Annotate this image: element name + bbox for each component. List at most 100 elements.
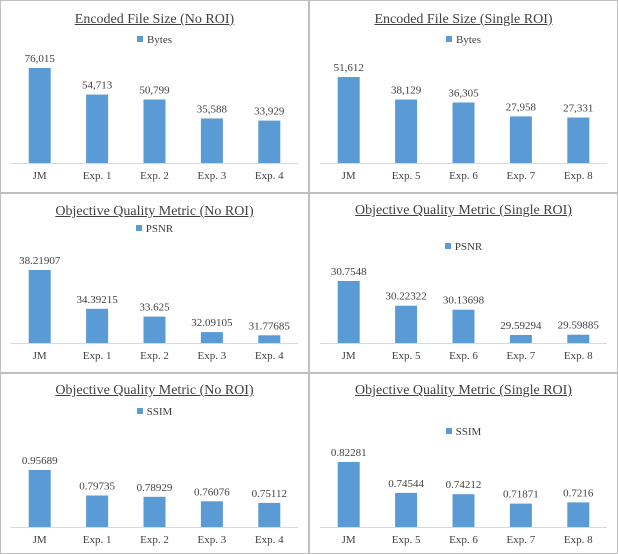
- chart-svg: 0.82281 JM 0.74544 Exp. 5 0.74212 Exp. 6 0.718…: [320, 447, 607, 546]
- data-label: 35,588: [197, 104, 228, 116]
- data-label: 0.82281: [331, 447, 367, 459]
- x-tick-label: Exp. 8: [564, 170, 593, 182]
- x-tick-label: Exp. 6: [449, 534, 478, 546]
- data-label: 31.77685: [249, 320, 291, 332]
- x-tick-label: Exp. 1: [83, 534, 112, 546]
- bar-exp-8: [567, 334, 590, 343]
- bar-exp-5: [395, 305, 418, 343]
- data-label: 50,799: [139, 85, 170, 97]
- legend: SSIM: [1, 406, 308, 418]
- x-tick-label: JM: [33, 170, 47, 182]
- data-label: 0.78929: [137, 482, 173, 494]
- bar-exp-1: [86, 94, 109, 163]
- bar-exp-1: [86, 495, 109, 527]
- bar-exp-7: [509, 335, 532, 343]
- x-tick-label: Exp. 5: [392, 534, 421, 546]
- data-label: 34.39215: [76, 294, 118, 306]
- data-label: 38,129: [391, 85, 422, 97]
- chart-panel-file-size-no-roi: Encoded File Size (No ROI) Bytes 76,015 J…: [0, 0, 309, 193]
- data-label: 0.79735: [79, 481, 115, 493]
- x-tick-label: Exp. 2: [140, 350, 169, 362]
- legend: PSNR: [310, 241, 617, 253]
- legend-swatch: [136, 408, 143, 414]
- x-tick-label: Exp. 4: [255, 170, 284, 182]
- bar-exp-5: [395, 99, 418, 163]
- x-tick-label: Exp. 6: [449, 170, 478, 182]
- chart-title: Objective Quality Metric (No ROI): [55, 204, 254, 219]
- chart-panel-psnr-single-roi: Objective Quality Metric (Single ROI) PS…: [309, 193, 618, 373]
- chart-panel-psnr-no-roi: Objective Quality Metric (No ROI) PSNR 3…: [0, 193, 309, 373]
- chart-title: Encoded File Size (No ROI): [74, 12, 235, 27]
- bar-exp-3: [200, 118, 223, 163]
- data-label: 30.7548: [331, 266, 367, 278]
- chart-svg: 38.21907 JM 34.39215 Exp. 1 33.625 Exp. 2 32.0…: [11, 255, 298, 362]
- bar-exp-8: [567, 502, 590, 527]
- data-label: 27,958: [506, 101, 537, 113]
- legend-label: SSIM: [455, 426, 482, 438]
- legend-label: PSNR: [454, 241, 483, 253]
- data-label: 76,015: [25, 53, 56, 65]
- bar-jm: [337, 462, 360, 527]
- data-label: 0.7216: [563, 487, 594, 499]
- x-tick-label: JM: [342, 350, 356, 362]
- x-tick-label: Exp. 8: [564, 350, 593, 362]
- chart-panel-ssim-single-roi: Objective Quality Metric (Single ROI) SS…: [309, 373, 618, 554]
- chart-title: Objective Quality Metric (Single ROI): [355, 203, 572, 218]
- bar-jm: [337, 281, 360, 343]
- chart-panel-ssim-no-roi: Objective Quality Metric (No ROI) SSIM 0…: [0, 373, 309, 554]
- chart-svg: 0.95689 JM 0.79735 Exp. 1 0.78929 Exp. 2 0.760…: [11, 455, 298, 546]
- legend-label: PSNR: [145, 223, 174, 235]
- bar-exp-2: [143, 496, 166, 527]
- chart-title: Objective Quality Metric (Single ROI): [355, 383, 572, 398]
- legend: Bytes: [310, 34, 617, 46]
- data-label: 51,612: [334, 62, 364, 74]
- bar-exp-3: [200, 332, 223, 343]
- chart-svg: 30.7548 JM 30.22322 Exp. 5 30.13698 Exp. 6 29.…: [320, 266, 607, 362]
- x-tick-label: Exp. 7: [507, 170, 536, 182]
- bar-exp-2: [143, 99, 166, 163]
- data-label: 29.59294: [500, 320, 542, 332]
- chart-panel-file-size-single-roi: Encoded File Size (Single ROI) Bytes 51,…: [309, 0, 618, 193]
- chart-title: Encoded File Size (Single ROI): [374, 12, 553, 27]
- data-label: 30.22322: [385, 291, 426, 303]
- x-tick-label: Exp. 2: [140, 534, 169, 546]
- data-label: 32.09105: [191, 317, 233, 329]
- bar-jm: [28, 470, 51, 527]
- x-tick-label: Exp. 5: [392, 170, 421, 182]
- bar-exp-6: [452, 494, 475, 527]
- data-label: 0.75112: [252, 488, 287, 500]
- x-tick-label: JM: [33, 534, 47, 546]
- x-tick-label: Exp. 3: [198, 350, 227, 362]
- bar-exp-8: [567, 117, 590, 163]
- legend: Bytes: [1, 34, 308, 46]
- legend-swatch: [444, 243, 451, 249]
- data-label: 29.59885: [558, 320, 600, 332]
- bar-jm: [28, 68, 51, 163]
- bar-exp-7: [509, 116, 532, 163]
- data-label: 0.74212: [446, 479, 482, 491]
- x-tick-label: Exp. 3: [198, 170, 227, 182]
- chart-svg: 51,612 JM 38,129 Exp. 5 36,305 Exp. 6 27,958 Ex…: [320, 62, 607, 182]
- x-tick-label: Exp. 1: [83, 170, 112, 182]
- data-label: 33,929: [254, 106, 285, 118]
- legend-label: SSIM: [146, 406, 173, 418]
- x-tick-label: Exp. 4: [255, 350, 284, 362]
- legend-swatch: [135, 225, 142, 231]
- x-tick-label: Exp. 6: [449, 350, 478, 362]
- data-label: 0.71871: [503, 489, 539, 501]
- data-label: 33.625: [139, 302, 170, 314]
- data-label: 54,713: [82, 80, 113, 92]
- legend-swatch: [445, 36, 452, 42]
- x-tick-label: Exp. 7: [507, 350, 536, 362]
- legend-swatch: [136, 36, 143, 42]
- data-label: 30.13698: [443, 295, 485, 307]
- bar-exp-5: [395, 492, 418, 527]
- legend-label: Bytes: [455, 34, 482, 46]
- data-label: 0.95689: [22, 455, 58, 467]
- x-tick-label: JM: [33, 350, 47, 362]
- x-tick-label: Exp. 3: [198, 534, 227, 546]
- x-tick-label: JM: [342, 170, 356, 182]
- chart-title: Objective Quality Metric (No ROI): [55, 383, 254, 398]
- data-label: 27,331: [563, 103, 593, 115]
